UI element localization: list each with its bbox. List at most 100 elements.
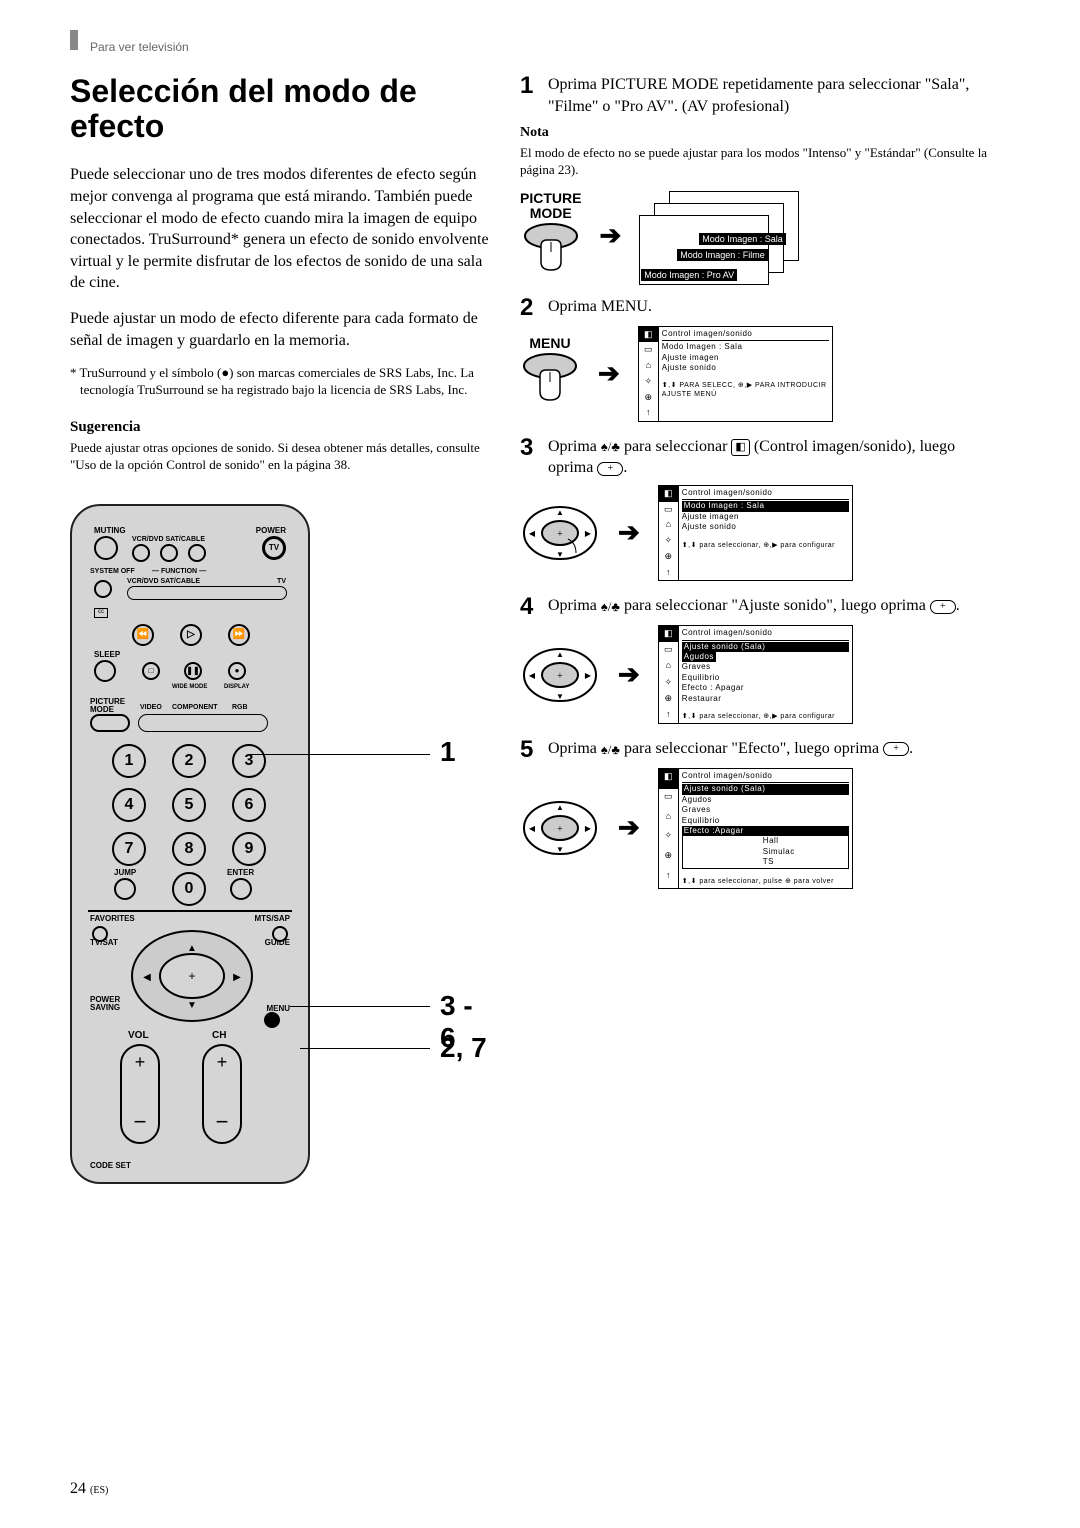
step-2-number: 2 [520,296,540,320]
label-rgb: RGB [232,704,248,711]
plus-button-icon: + [883,742,909,756]
callout-line-3 [300,1048,430,1049]
sugerencia-heading: Sugerencia [70,419,490,436]
svg-text:▼: ▼ [187,1000,197,1011]
num-5: 5 [172,788,206,822]
control-icon: ◧ [731,439,749,456]
osd-menu-5: ◧▭⌂✧⊕↑ Control imagen/sonido Ajuste soni… [658,768,853,889]
separator [88,910,292,912]
dpad: ▲ ▼ ◀ ▶ + [122,926,262,1026]
play-button: ▷ [180,624,202,646]
label-video: VIDEO [140,704,162,711]
osd-menu-3: ◧▭⌂✧⊕↑ Control imagen/sonido Modo Imagen… [658,485,853,581]
osd3-line2: Ajuste imagen [682,512,849,522]
picture-mode-press-icon [521,222,581,277]
osd5-l3: Equilibrio [682,816,849,826]
osd5-o2: Simulac [763,847,848,857]
pause-button: ❚❚ [184,662,202,680]
osd3-hl: Modo Imagen : Sala [682,501,849,511]
nota-heading: Nota [520,125,990,141]
updown-icon: ♠/♣ [601,438,620,456]
num-1: 1 [112,744,146,778]
mode-filme: Modo Imagen : Filme [677,249,768,261]
step-2: 2 Oprima MENU. [520,296,990,320]
step-2-text: Oprima MENU. [548,296,990,320]
svg-text:▲: ▲ [556,650,564,659]
vol-rocker: + − [120,1044,160,1144]
arrow-icon: ➔ [590,359,628,389]
step-2-diagram: MENU ➔ ◧▭⌂✧⊕↑ Control imagen/sonido Modo… [520,326,990,422]
dpad-press-icon: ▲ ▼ ◀ ▶ + [520,798,600,858]
label-component: COMPONENT [172,704,218,711]
osd5-hl: Efecto :Apagar [682,826,849,836]
mode-proav: Modo Imagen : Pro AV [641,269,737,281]
osd4-l4: Restaurar [682,694,849,704]
section-marker [70,30,78,50]
mode-sala: Modo Imagen : Sala [699,233,786,245]
osd5-l1: Agudos [682,795,849,805]
rewind-button: ⏪ [132,624,154,646]
step-3-number: 3 [520,436,540,479]
step-4-text: Oprima ♠/♣ para seleccionar "Ajuste soni… [548,595,990,619]
step-1-text: Oprima PICTURE MODE repetidamente para s… [548,74,990,117]
label-jump: JUMP [114,868,136,877]
osd4-sub: Ajuste sonido (Sala) [682,642,849,652]
breadcrumb: Para ver televisión [90,40,1020,54]
arrow-icon: ➔ [610,813,648,843]
nota-body: El modo de efecto no se puede ajustar pa… [520,145,990,179]
num-9: 9 [232,832,266,866]
mts-button [272,926,288,942]
svg-text:◀: ◀ [529,529,536,538]
osd4-l2: Equilibrio [682,673,849,683]
sysoff-button [94,580,112,598]
num-4: 4 [112,788,146,822]
fav-button [92,926,108,942]
sat-button [188,544,206,562]
svg-text:◀: ◀ [529,824,536,833]
num-8: 8 [172,832,206,866]
trusurround-footnote: * TruSurround y el símbolo (●) son marca… [70,365,490,399]
label-sleep: SLEEP [94,650,120,659]
svg-text:▲: ▲ [187,943,197,954]
svg-text:▲: ▲ [556,803,564,812]
callout-line-2 [290,1006,430,1007]
label-favorites: FAVORITES [90,914,135,923]
step-1: 1 Oprima PICTURE MODE repetidamente para… [520,74,990,117]
num-2: 2 [172,744,206,778]
step-4: 4 Oprima ♠/♣ para seleccionar "Ajuste so… [520,595,990,619]
step-3-diagram: ▲ ▼ ◀ ▶ + ➔ ◧▭⌂✧⊕↑ Control imagen/sonido… [520,485,990,581]
remote-illustration: MUTING POWER VCR/DVD SAT/CABLE TV SYSTEM… [70,504,310,1184]
label-ch: CH [212,1030,226,1041]
label-enter: ENTER [227,868,254,877]
dpad-press-icon: ▲ ▼ ◀ ▶ + [520,645,600,705]
svg-text:▶: ▶ [585,824,592,833]
stop-button: □ [142,662,160,680]
osd2-line2: Ajuste imagen [662,353,829,363]
step-4-diagram: ▲ ▼ ◀ ▶ + ➔ ◧▭⌂✧⊕↑ Control imagen/sonido… [520,625,990,724]
osd2-line3: Ajuste sonido [662,363,829,373]
num-6: 6 [232,788,266,822]
osd4-l1: Graves [682,662,849,672]
svg-text:+: + [557,671,563,682]
arrow-icon: ➔ [610,660,648,690]
arrow-icon: ➔ [591,221,629,251]
step-1-diagram: PICTUREMODE ➔ Modo Imagen : Sala Modo Im… [520,191,990,282]
label-wide-mode: WIDE MODE [172,684,207,690]
osd5-o3: TS [763,857,848,867]
input-slider [138,714,268,732]
osd4-l3: Efecto : Apagar [682,683,849,693]
step-5-number: 5 [520,738,540,762]
num-3: 3 [232,744,266,778]
menu-button [264,1012,280,1028]
menu-press-icon [520,352,580,407]
label-vol: VOL [128,1030,149,1041]
svg-text:+: + [557,529,563,540]
num-0: 0 [172,872,206,906]
right-column: 1 Oprima PICTURE MODE repetidamente para… [520,74,990,1184]
osd4-footer: ⬆,⬇ para seleccionar, ⊕,▶ para configura… [682,712,849,721]
label-display: DISPLAY [224,684,249,690]
sleep-button [94,660,116,682]
label-picture-mode: PICTUREMODE [90,698,125,714]
osd5-footer: ⬆,⬇ para seleccionar, pulse ⊕ para volve… [682,877,849,886]
svg-text:◀: ◀ [143,972,151,983]
